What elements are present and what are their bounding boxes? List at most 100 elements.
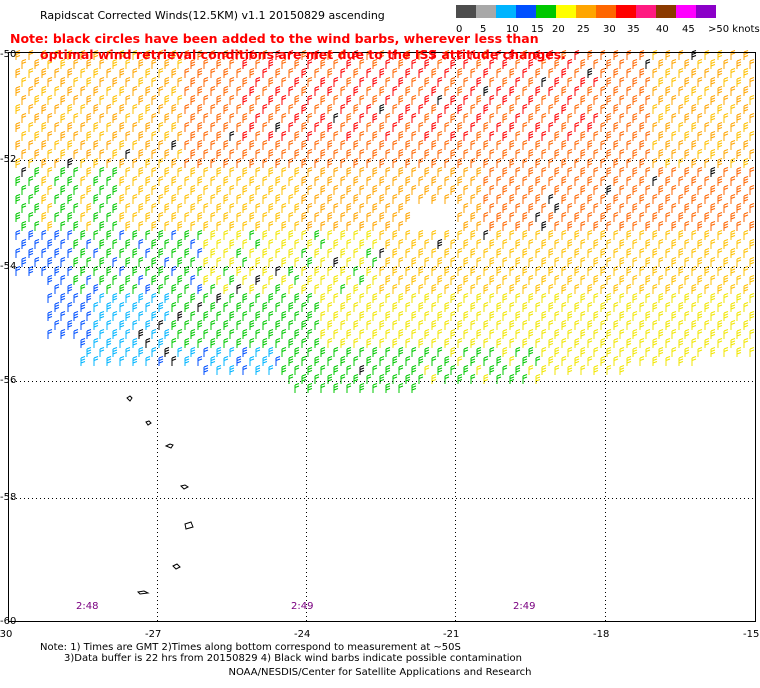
wind-barb (489, 221, 495, 231)
wind-barb (405, 302, 411, 312)
wind-barb (444, 158, 450, 168)
wind-barb (275, 50, 281, 60)
wind-barb (645, 113, 651, 123)
wind-barb (691, 176, 697, 186)
legend-swatch (576, 5, 596, 18)
wind-barb (665, 122, 671, 132)
wind-barb (554, 239, 560, 249)
island-5 (184, 521, 194, 530)
wind-barb (60, 149, 66, 159)
wind-barb (255, 239, 261, 249)
wind-barb (704, 86, 710, 96)
wind-barb (437, 365, 443, 375)
lon-tick-label: -21 (443, 629, 460, 640)
wind-barb (749, 59, 755, 69)
wind-barb (385, 275, 391, 285)
wind-barb (717, 176, 723, 186)
wind-barb (346, 77, 352, 87)
wind-barb (327, 248, 333, 258)
wind-barb (671, 77, 677, 87)
wind-barb (444, 356, 450, 366)
wind-barb (749, 203, 755, 213)
wind-barb (580, 293, 586, 303)
wind-barb (60, 131, 66, 141)
wind-barb (463, 347, 469, 357)
wind-barb (509, 68, 515, 78)
wind-barb (554, 293, 560, 303)
wind-barb (210, 122, 216, 132)
wind-barb (717, 68, 723, 78)
wind-barb (229, 365, 235, 375)
wind-barb (15, 122, 21, 132)
wind-barb (483, 230, 489, 240)
wind-barb (203, 257, 209, 267)
wind-barb (450, 149, 456, 159)
wind-barb (145, 194, 151, 204)
wind-barb (223, 122, 229, 132)
wind-barb (639, 68, 645, 78)
wind-barb (743, 248, 749, 258)
wind-barb (593, 275, 599, 285)
wind-barb (15, 230, 21, 240)
wind-barb (275, 194, 281, 204)
wind-barb (346, 203, 352, 213)
wind-barb (119, 302, 125, 312)
wind-barb (119, 212, 125, 222)
wind-barb (125, 59, 131, 69)
wind-barb (164, 113, 170, 123)
wind-barb (73, 131, 79, 141)
wind-barb (262, 284, 268, 294)
wind-barb (476, 221, 482, 231)
wind-barb (730, 284, 736, 294)
wind-barb (580, 185, 586, 195)
wind-barb (372, 293, 378, 303)
wind-barb (171, 338, 177, 348)
wind-barb (437, 95, 443, 105)
wind-barb (613, 320, 619, 330)
wind-barb (41, 122, 47, 132)
wind-barb (151, 203, 157, 213)
wind-barb (606, 221, 612, 231)
wind-barb (138, 293, 144, 303)
wind-barb (236, 50, 242, 60)
wind-barb (704, 248, 710, 258)
wind-barb (489, 239, 495, 249)
wind-barb (567, 95, 573, 105)
wind-barb (385, 203, 391, 213)
wind-barb (710, 131, 716, 141)
wind-barb (80, 230, 86, 240)
wind-barb (717, 338, 723, 348)
wind-barb (67, 86, 73, 96)
wind-barb (665, 158, 671, 168)
wind-barb (132, 302, 138, 312)
wind-barb (54, 176, 60, 186)
wind-barb (717, 194, 723, 204)
wind-barb (665, 140, 671, 150)
wind-barb (652, 302, 658, 312)
wind-barb (34, 113, 40, 123)
wind-barb (613, 230, 619, 240)
wind-barb (41, 230, 47, 240)
wind-barb (424, 293, 430, 303)
wind-barb (723, 203, 729, 213)
wind-barb (515, 149, 521, 159)
wind-barb (145, 356, 151, 366)
wind-barb (21, 221, 27, 231)
wind-barb (223, 338, 229, 348)
wind-barb (541, 329, 547, 339)
wind-barb (106, 320, 112, 330)
wind-barb (190, 257, 196, 267)
lon-tick-label: -27 (145, 629, 162, 640)
wind-barb (41, 248, 47, 258)
wind-barb (548, 356, 554, 366)
wind-barb (626, 230, 632, 240)
wind-barb (177, 239, 183, 249)
wind-barb (678, 194, 684, 204)
wind-barb (522, 104, 528, 114)
wind-barb (483, 356, 489, 366)
wind-barb (236, 104, 242, 114)
wind-barb (34, 203, 40, 213)
wind-barb (359, 185, 365, 195)
wind-barb (697, 95, 703, 105)
wind-barb (301, 104, 307, 114)
